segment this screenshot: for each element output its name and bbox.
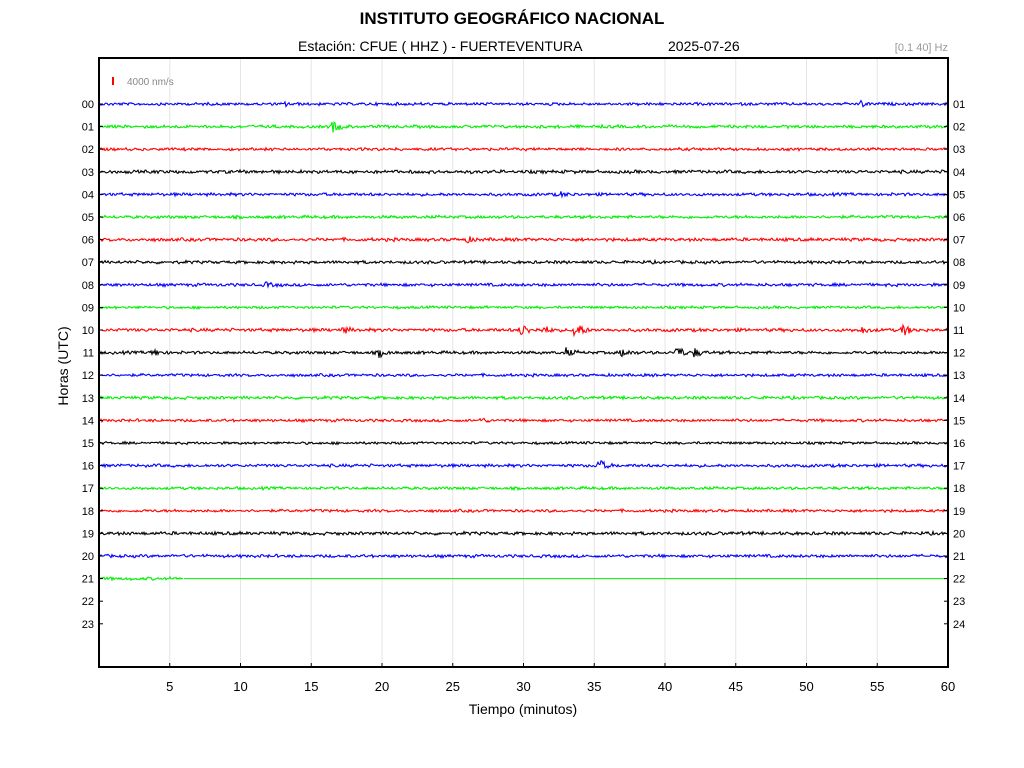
right-tick-label: 10 (953, 302, 965, 314)
trace-hour-16 (99, 460, 949, 469)
right-tick-label: 20 (953, 528, 965, 540)
trace-hour-17 (99, 485, 949, 492)
trace-hour-01 (99, 121, 949, 133)
right-tick-label: 07 (953, 235, 965, 247)
left-tick-label: 18 (82, 506, 94, 518)
left-tick-label: 21 (82, 574, 94, 586)
left-tick-label: 15 (82, 438, 94, 450)
trace-hour-20 (99, 553, 949, 560)
right-tick-label: 17 (953, 461, 965, 473)
x-tick-labels: 5 10 15 20 25 30 35 40 45 50 55 60 (166, 663, 955, 694)
date-label: 2025-07-26 (668, 38, 740, 54)
left-tick-label: 14 (82, 415, 94, 427)
left-tick-label: 20 (82, 551, 94, 563)
trace-hour-13 (99, 394, 949, 401)
x-tick-label: 60 (941, 679, 955, 694)
right-tick-labels: 01 02 03 04 05 06 07 08 09 10 11 12 13 14 15 16 17 18 19 20… (944, 99, 965, 631)
left-tick-label: 13 (82, 393, 94, 405)
left-tick-labels: 00 01 02 03 04 05 06 07 08 09 10 11 12 13 14 15 16 17 18 19… (82, 99, 103, 631)
right-tick-label: 23 (953, 596, 965, 608)
trace-hour-21 (99, 575, 184, 582)
x-axis-title: Tiempo (minutos) (469, 701, 577, 717)
grid-lines (169, 58, 878, 667)
left-tick-label: 12 (82, 370, 94, 382)
left-tick-label: 00 (82, 99, 94, 111)
left-tick-label: 05 (82, 212, 94, 224)
right-tick-label: 24 (953, 619, 965, 631)
left-tick-label: 08 (82, 280, 94, 292)
x-tick-label: 10 (233, 679, 247, 694)
right-tick-label: 02 (953, 122, 965, 134)
right-tick-label: 11 (953, 325, 964, 337)
seismic-traces (99, 99, 949, 582)
station-label: Estación: CFUE ( HHZ ) - FUERTEVENTURA (298, 38, 583, 54)
left-tick-label: 09 (82, 302, 94, 314)
trace-hour-12 (99, 372, 949, 378)
right-tick-label: 22 (953, 574, 965, 586)
trace-hour-08 (99, 281, 949, 289)
right-tick-label: 13 (953, 370, 965, 382)
trace-hour-10 (99, 323, 949, 338)
trace-hour-03 (99, 168, 949, 176)
right-tick-label: 12 (953, 348, 965, 360)
trace-hour-18 (99, 507, 949, 514)
x-tick-label: 15 (304, 679, 318, 694)
right-tick-label: 05 (953, 189, 965, 201)
left-tick-label: 01 (82, 122, 94, 134)
left-tick-label: 03 (82, 167, 94, 179)
trace-hour-14 (99, 417, 949, 424)
x-tick-label: 50 (799, 679, 813, 694)
left-tick-label: 23 (82, 619, 94, 631)
right-tick-label: 08 (953, 257, 965, 269)
x-tick-label: 45 (729, 679, 743, 694)
scale-bar-mark (112, 77, 114, 85)
y-axis-title: Horas (UTC) (55, 326, 71, 405)
left-tick-label: 10 (82, 325, 94, 337)
right-tick-label: 19 (953, 506, 965, 518)
left-tick-label: 04 (82, 189, 94, 201)
chart-subtitle: Estación: CFUE ( HHZ ) - FUERTEVENTURA 2… (298, 38, 740, 54)
x-tick-label: 35 (587, 679, 601, 694)
trace-hour-09 (99, 304, 949, 310)
trace-hour-04 (99, 191, 949, 199)
left-tick-label: 11 (83, 348, 94, 360)
right-tick-label: 15 (953, 415, 965, 427)
trace-hour-15 (99, 440, 949, 446)
right-tick-label: 01 (953, 99, 965, 111)
x-tick-label: 55 (870, 679, 884, 694)
trace-hour-06 (99, 236, 949, 244)
x-tick-label: 25 (446, 679, 460, 694)
left-tick-label: 02 (82, 144, 94, 156)
right-tick-label: 14 (953, 393, 965, 405)
x-tick-label: 40 (658, 679, 672, 694)
right-tick-label: 21 (953, 551, 965, 563)
right-tick-label: 18 (953, 483, 965, 495)
chart-title: INSTITUTO GEOGRÁFICO NACIONAL (359, 9, 665, 28)
right-tick-label: 06 (953, 212, 965, 224)
x-tick-label: 30 (516, 679, 530, 694)
left-tick-label: 17 (82, 483, 94, 495)
scale-bar-label: 4000 nm/s (127, 77, 174, 88)
x-tick-label: 20 (375, 679, 389, 694)
left-tick-label: 22 (82, 596, 94, 608)
right-tick-label: 09 (953, 280, 965, 292)
right-tick-label: 03 (953, 144, 965, 156)
trace-hour-00 (99, 99, 949, 108)
right-tick-label: 16 (953, 438, 965, 450)
x-tick-label: 5 (166, 679, 173, 694)
scale-bar: 4000 nm/s (112, 77, 174, 88)
filter-band-label: [0.1 40] Hz (894, 42, 948, 54)
right-tick-label: 04 (953, 167, 965, 179)
trace-hour-05 (99, 214, 949, 221)
left-tick-label: 19 (82, 528, 94, 540)
trace-hour-02 (99, 146, 949, 153)
trace-hour-19 (99, 529, 949, 537)
left-tick-label: 16 (82, 461, 94, 473)
trace-hour-11 (99, 347, 949, 359)
trace-hour-07 (99, 258, 949, 266)
left-tick-label: 07 (82, 257, 94, 269)
left-tick-label: 06 (82, 235, 94, 247)
